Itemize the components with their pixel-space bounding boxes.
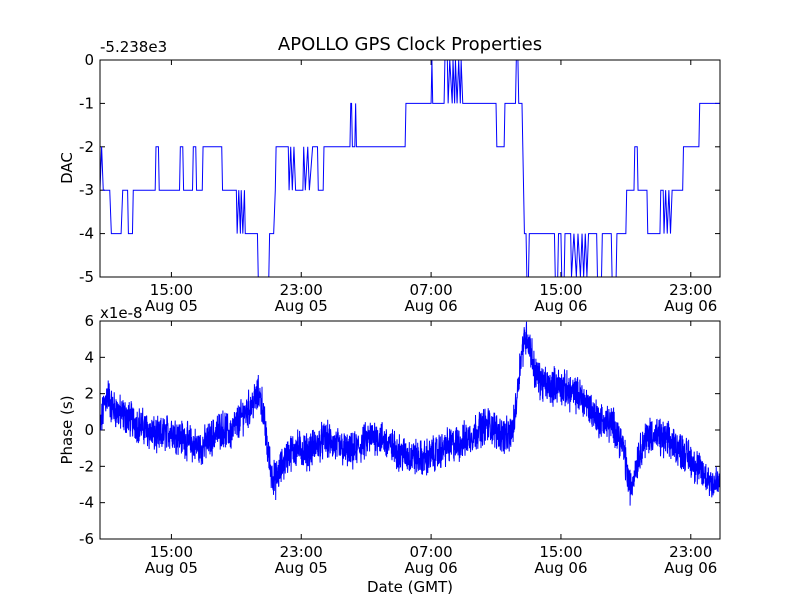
- dac-xtick-date-2: Aug 06: [405, 297, 458, 315]
- dac-ytick-label-3: -3: [79, 181, 94, 199]
- dac-series-line-0: [100, 60, 720, 277]
- dac-ytick-label-2: -2: [79, 138, 94, 156]
- phase-xtick-time-1: 23:00: [280, 543, 323, 561]
- phase-xtick-date-3: Aug 06: [534, 559, 587, 577]
- phase-xtick-time-3: 15:00: [539, 543, 582, 561]
- phase-xtick-date-2: Aug 06: [405, 559, 458, 577]
- phase-ytick-label-6: -6: [79, 530, 94, 548]
- dac-ytick-label-4: -4: [79, 225, 94, 243]
- dac-xtick-time-4: 23:00: [669, 281, 712, 299]
- dac-panel: APOLLO GPS Clock Properties -5.238e3 DAC…: [58, 34, 721, 315]
- dac-y-axis-label: DAC: [58, 152, 76, 184]
- dac-xtick-time-2: 07:00: [409, 281, 452, 299]
- phase-x-axis-label: Date (GMT): [367, 578, 453, 596]
- dac-plot-frame: [99, 59, 721, 278]
- dac-xtick-date-1: Aug 05: [275, 297, 328, 315]
- dac-xtick-time-0: 15:00: [150, 281, 193, 299]
- dac-offset-label: -5.238e3: [100, 38, 167, 56]
- dac-ytick-label-5: -5: [79, 268, 94, 286]
- phase-xtick-date-4: Aug 06: [664, 559, 717, 577]
- phase-plot-frame: [99, 320, 721, 540]
- phase-xtick-time-0: 15:00: [150, 543, 193, 561]
- dac-xtick-time-3: 15:00: [539, 281, 582, 299]
- phase-y-axis-label: Phase (s): [58, 395, 76, 464]
- dac-xtick-time-1: 23:00: [280, 281, 323, 299]
- phase-ytick-label-0: 6: [84, 312, 94, 330]
- dac-xtick-date-4: Aug 06: [664, 297, 717, 315]
- phase-ytick-label-4: -2: [79, 457, 94, 475]
- phase-xtick-date-1: Aug 05: [275, 559, 328, 577]
- dac-xtick-date-0: Aug 05: [145, 297, 198, 315]
- phase-ytick-label-5: -4: [79, 494, 94, 512]
- dac-ytick-label-0: 0: [84, 51, 94, 69]
- phase-series-line-0: [100, 321, 720, 506]
- chart-title: APOLLO GPS Clock Properties: [278, 34, 542, 55]
- phase-ytick-label-2: 2: [84, 385, 94, 403]
- dac-series-group: [100, 60, 720, 277]
- phase-ytick-label-1: 4: [84, 348, 94, 366]
- dac-ytick-label-1: -1: [79, 94, 94, 112]
- phase-xtick-date-0: Aug 05: [145, 559, 198, 577]
- phase-xtick-time-4: 23:00: [669, 543, 712, 561]
- phase-ytick-label-3: 0: [84, 421, 94, 439]
- phase-panel: x1e-8 Phase (s) Date (GMT) 6 4 2 0 -2 -4 -6 15:…: [58, 304, 721, 596]
- dac-xtick-date-3: Aug 06: [534, 297, 587, 315]
- phase-offset-label: x1e-8: [100, 304, 143, 322]
- phase-series-group: [100, 321, 720, 506]
- phase-xtick-time-2: 07:00: [409, 543, 452, 561]
